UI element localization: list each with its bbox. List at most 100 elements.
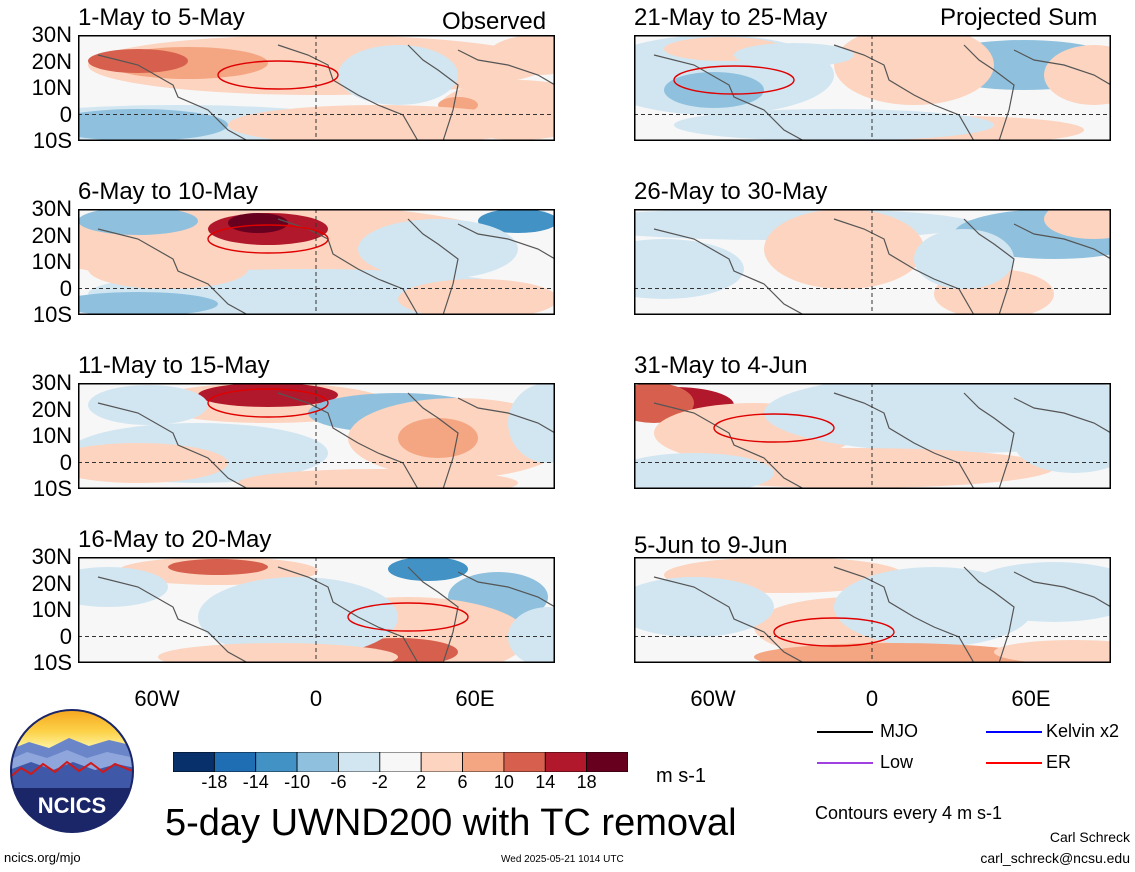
panel-title-4: 16-May to 20-May bbox=[78, 526, 272, 553]
anomaly-shading bbox=[914, 229, 1014, 289]
er-contour bbox=[713, 413, 835, 443]
colorbar-swatch bbox=[379, 752, 422, 772]
anomaly-shading bbox=[78, 109, 228, 141]
map-panel-8 bbox=[634, 557, 1111, 663]
anomaly-shading bbox=[88, 385, 208, 425]
legend-line-low bbox=[817, 762, 873, 764]
footer-timestamp: Wed 2025-05-21 1014 UTC bbox=[501, 854, 624, 865]
footer-author: Carl Schreck bbox=[1049, 829, 1130, 845]
lat-label: 10N bbox=[31, 597, 72, 622]
anomaly-shading bbox=[764, 209, 924, 289]
legend-label-mjo: MJO bbox=[880, 721, 918, 741]
lat-label: 0 bbox=[59, 275, 72, 301]
colorbar-tick-label: -6 bbox=[330, 772, 347, 792]
colorbar-swatch bbox=[462, 752, 505, 772]
coastline bbox=[653, 392, 1111, 489]
map-panel-4 bbox=[78, 557, 555, 663]
anomaly-shading bbox=[664, 72, 764, 108]
er-contour bbox=[217, 60, 339, 90]
legend-line-er bbox=[986, 762, 1042, 764]
anomaly-shading bbox=[168, 559, 268, 575]
anomaly-shading bbox=[508, 383, 555, 463]
anomaly-shading bbox=[634, 239, 744, 299]
lat-label: 30N bbox=[31, 370, 72, 395]
map-frame bbox=[78, 35, 555, 141]
lat-label: 10S bbox=[32, 476, 72, 501]
map-frame bbox=[78, 557, 555, 663]
colorbar bbox=[173, 752, 628, 772]
coastline bbox=[97, 566, 555, 663]
anomaly-shading bbox=[1014, 413, 1111, 473]
lon-label-60e-left: 60E bbox=[455, 686, 495, 711]
colorbar-swatch bbox=[213, 752, 257, 772]
lat-label: 10N bbox=[31, 423, 72, 448]
anomaly-shading bbox=[674, 109, 994, 141]
lat-label: 10S bbox=[32, 650, 72, 675]
colorbar-tick-label: 18 bbox=[576, 772, 597, 792]
legend-label-er: ER bbox=[1046, 752, 1072, 772]
coastline bbox=[97, 218, 555, 315]
map-frame bbox=[634, 209, 1111, 315]
anomaly-shading bbox=[634, 383, 694, 423]
footer-url[interactable]: ncics.org/mjo bbox=[4, 850, 81, 865]
lat-label: 20N bbox=[31, 396, 72, 422]
colorbar-tick-label: -2 bbox=[371, 772, 388, 792]
legend-line-kelvin bbox=[986, 731, 1042, 733]
colorbar-tick-label: 14 bbox=[535, 772, 556, 792]
ncics-logo: NCICS bbox=[10, 709, 134, 833]
anomaly-shading bbox=[478, 209, 555, 233]
anomaly-shading bbox=[994, 640, 1111, 663]
lat-label: 20N bbox=[31, 570, 72, 596]
lat-label: 30N bbox=[31, 544, 72, 569]
figure-title: 5-day UWND200 with TC removal bbox=[165, 802, 737, 844]
anomaly-shading bbox=[78, 209, 198, 235]
colorbar-swatch bbox=[544, 752, 588, 772]
anomaly-shading bbox=[338, 45, 458, 105]
map-frame bbox=[634, 557, 1111, 663]
lat-label: 10N bbox=[31, 249, 72, 274]
coastline bbox=[653, 218, 1111, 315]
map-frame bbox=[634, 383, 1111, 489]
er-contour bbox=[673, 65, 795, 95]
colorbar-tick-label: 2 bbox=[416, 772, 427, 792]
legend-label-low: Low bbox=[880, 752, 914, 772]
lat-label: 30N bbox=[31, 196, 72, 221]
map-frame bbox=[78, 383, 555, 489]
coastline bbox=[653, 566, 1111, 663]
er-contour bbox=[207, 224, 329, 254]
lat-label: 0 bbox=[59, 623, 72, 649]
anomaly-shading bbox=[964, 562, 1111, 622]
lat-label: 10S bbox=[32, 128, 72, 153]
logo-text: NCICS bbox=[38, 793, 106, 818]
panel-title-7: 31-May to 4-Jun bbox=[634, 352, 808, 379]
anomaly-shading bbox=[78, 443, 228, 483]
colorbar-tick-label: -18 bbox=[201, 772, 228, 792]
map-panel-7 bbox=[634, 383, 1111, 489]
anomaly-shading bbox=[88, 249, 248, 289]
lat-label: 0 bbox=[59, 101, 72, 127]
colorbar-swatch bbox=[338, 752, 381, 772]
anomaly-shading bbox=[78, 567, 168, 607]
lat-label: 30N bbox=[31, 22, 72, 47]
anomaly-shading bbox=[78, 292, 218, 315]
lat-label: 10N bbox=[31, 75, 72, 100]
lat-label: 0 bbox=[59, 449, 72, 475]
colorbar-swatch bbox=[296, 752, 339, 772]
map-frame bbox=[634, 35, 1111, 141]
panel-title-8: 5-Jun to 9-Jun bbox=[634, 532, 788, 559]
lon-label-60w-right: 60W bbox=[690, 686, 736, 711]
lon-label-60w-left: 60W bbox=[134, 686, 180, 711]
observed-label: Observed bbox=[442, 8, 547, 35]
lat-label: 20N bbox=[31, 48, 72, 74]
anomaly-shading bbox=[88, 49, 188, 73]
colorbar-tick-label: -10 bbox=[284, 772, 311, 792]
contour-note: Contours every 4 m s-1 bbox=[815, 803, 1003, 823]
projected-label: Projected Sum bbox=[940, 4, 1098, 31]
colorbar-units: m s-1 bbox=[656, 765, 706, 787]
panel-title-3: 11-May to 15-May bbox=[78, 352, 270, 379]
er-contour bbox=[773, 617, 895, 647]
map-panel-6 bbox=[634, 209, 1111, 315]
lon-label-0-left: 0 bbox=[309, 686, 323, 711]
colorbar-tick-label: 6 bbox=[457, 772, 468, 792]
map-panel-1 bbox=[78, 35, 555, 141]
